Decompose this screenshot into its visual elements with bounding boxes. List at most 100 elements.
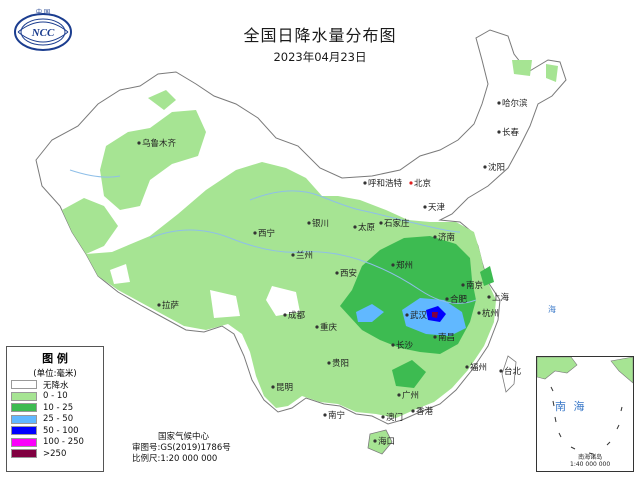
legend-heading: 图 例 <box>42 352 68 365</box>
legend-swatch <box>11 437 37 447</box>
city-marker: 杭州 <box>477 308 499 319</box>
city-label: 西安 <box>340 268 357 279</box>
legend-swatch <box>11 449 37 459</box>
city-dot <box>391 343 395 347</box>
city-dot <box>391 263 395 267</box>
city-label: 长沙 <box>396 340 414 351</box>
city-label: 香港 <box>416 406 434 417</box>
city-label: 南昌 <box>438 332 455 343</box>
city-marker: 合肥 <box>445 294 468 305</box>
map-title: 全国日降水量分布图 <box>243 26 397 45</box>
legend-item: >250 <box>11 448 103 460</box>
city-dot <box>411 409 415 413</box>
city-marker: 呼和浩特 <box>363 178 403 189</box>
legend-rows: 无降水 0 - 10 10 - 25 25 - 50 50 - 100 100 - 250… <box>7 379 103 460</box>
city-label: 呼和浩特 <box>368 178 403 189</box>
inset-map <box>537 357 633 455</box>
city-marker: 台北 <box>499 366 522 377</box>
sea-east: 海 <box>548 304 556 314</box>
legend-unit: (单位:毫米) <box>33 369 77 379</box>
city-label: 福州 <box>470 362 487 373</box>
city-marker: 昆明 <box>271 383 293 393</box>
inset-sea-name: 南 海 <box>555 400 587 413</box>
city-dot <box>497 130 501 134</box>
city-label: 天津 <box>428 202 446 213</box>
city-label: 广州 <box>402 390 419 401</box>
city-dot <box>353 225 357 229</box>
city-dot <box>379 221 383 225</box>
credit-org: 国家气候中心 <box>158 432 210 442</box>
city-label: 南宁 <box>328 410 345 421</box>
city-marker: 哈尔滨 <box>497 98 528 109</box>
city-marker: 武汉 <box>405 310 428 321</box>
city-label: 杭州 <box>482 308 499 319</box>
ncc-logo: NCC 中 国 <box>14 8 72 51</box>
city-marker: 银川 <box>307 218 329 229</box>
city-dot <box>465 365 469 369</box>
city-marker: 香港 <box>411 406 434 417</box>
city-label: 西宁 <box>258 228 275 239</box>
city-marker: 南宁 <box>323 410 345 421</box>
city-label: 兰州 <box>296 250 313 261</box>
legend-swatch <box>11 391 37 401</box>
city-marker: 拉萨 <box>157 300 180 311</box>
legend-item: 100 - 250 <box>11 437 103 449</box>
precip-big-storm-dot <box>432 312 438 318</box>
city-marker: 沈阳 <box>483 162 505 173</box>
city-label: 长春 <box>502 127 520 138</box>
city-dot <box>137 141 141 145</box>
city-label: 哈尔滨 <box>502 98 528 109</box>
city-dot <box>307 221 311 225</box>
city-dot <box>487 295 491 299</box>
city-marker: 福州 <box>465 362 487 373</box>
legend-label: >250 <box>43 448 67 459</box>
south-china-sea-inset <box>536 356 634 472</box>
city-dot <box>381 415 385 419</box>
legend-label: 100 - 250 <box>43 437 84 448</box>
city-dot <box>283 313 287 317</box>
legend-label: 50 - 100 <box>43 425 79 436</box>
city-marker: 长沙 <box>391 340 414 351</box>
city-marker: 兰州 <box>291 250 313 261</box>
legend-item: 无降水 <box>11 379 103 391</box>
city-dot <box>433 335 437 339</box>
city-marker: 长春 <box>497 127 520 138</box>
city-label: 北京 <box>414 178 431 189</box>
legend-label: 0 - 10 <box>43 391 68 402</box>
city-marker: 西安 <box>335 268 357 279</box>
city-dot <box>499 369 503 373</box>
city-marker: 上海 <box>487 292 510 303</box>
city-dot <box>323 413 327 417</box>
city-dot <box>157 303 161 307</box>
city-label: 拉萨 <box>162 300 180 311</box>
city-marker: 澳门 <box>381 412 403 423</box>
city-marker: 重庆 <box>315 322 338 333</box>
city-dot <box>363 181 367 185</box>
legend-label: 25 - 50 <box>43 414 74 425</box>
inset-caption-title: 南海诸岛 <box>578 454 603 461</box>
city-dot <box>405 313 409 317</box>
city-dot <box>291 253 295 257</box>
city-dot <box>461 283 465 287</box>
city-dot <box>397 393 401 397</box>
credit-scale: 比例尺:1:20 000 000 <box>132 454 218 464</box>
city-dot <box>409 181 413 185</box>
legend-box: 图 例 (单位:毫米) 无降水 0 - 10 10 - 25 25 - 50 50 - … <box>6 346 104 472</box>
city-label: 合肥 <box>450 294 468 305</box>
rivers <box>69 169 477 304</box>
city-marker: 西宁 <box>253 228 275 239</box>
city-dot <box>335 271 339 275</box>
legend-item: 50 - 100 <box>11 425 103 437</box>
city-dot <box>315 325 319 329</box>
taiwan-island <box>501 355 517 393</box>
map-date: 2023年04月23日 <box>273 50 367 64</box>
city-marker: 郑州 <box>391 260 413 271</box>
city-marker: 济南 <box>433 232 455 243</box>
city-marker: 海口 <box>373 436 395 447</box>
city-label: 上海 <box>492 292 510 303</box>
logo-emblem: NCC <box>31 27 55 39</box>
city-label: 石家庄 <box>384 218 410 229</box>
legend-item: 0 - 10 <box>11 391 103 403</box>
legend-swatch <box>11 380 37 390</box>
